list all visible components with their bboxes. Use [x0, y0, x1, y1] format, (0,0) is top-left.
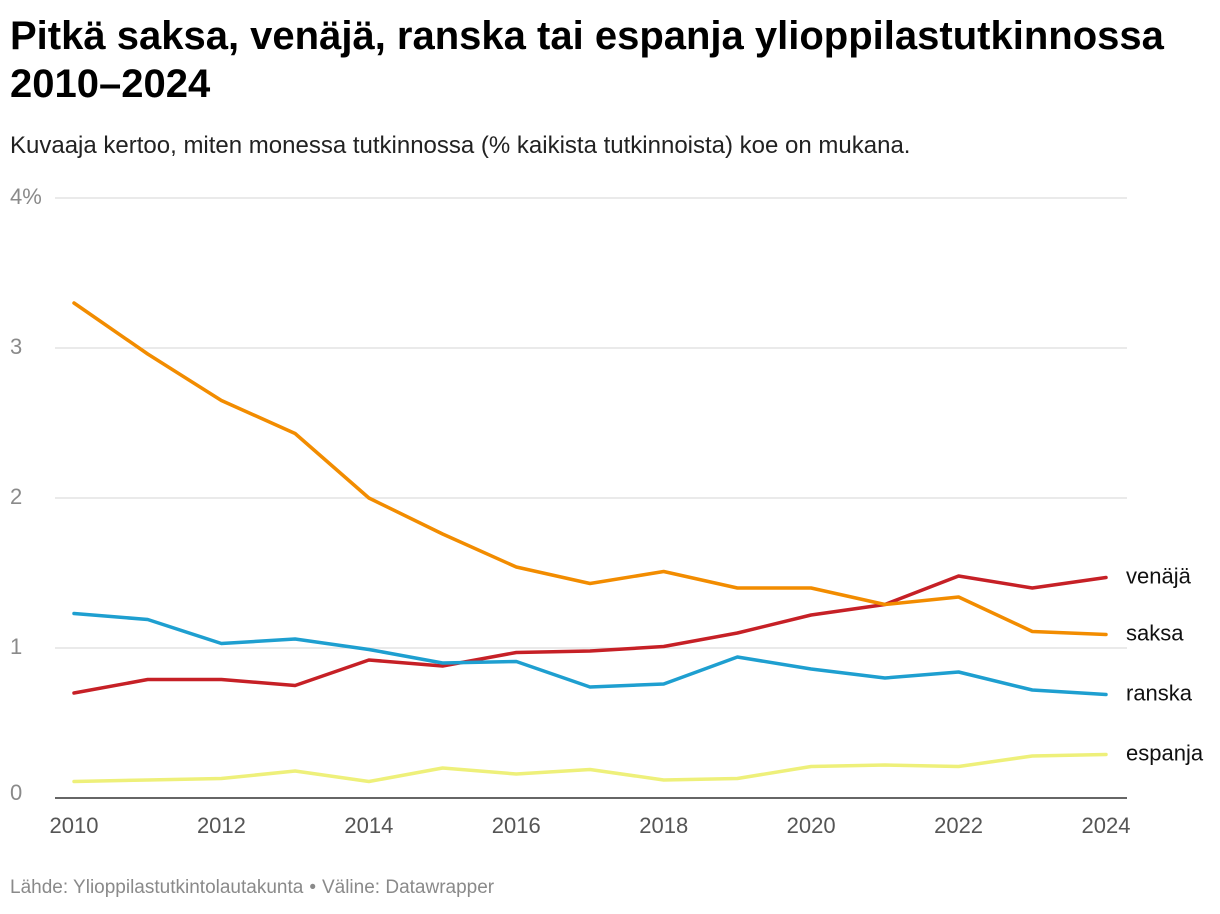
- tool-note: Väline: Datawrapper: [321, 877, 495, 898]
- y-tick-label: 3: [10, 334, 22, 359]
- series-line-3: [72, 752, 1108, 784]
- series-label-0: venäjä: [1126, 563, 1192, 588]
- y-tick-label: 1: [10, 634, 22, 659]
- gridlines: [55, 197, 1127, 799]
- series-lines: [72, 301, 1108, 784]
- series-line-2: [72, 611, 1108, 697]
- footer: Lähde: Ylioppilastutkintolautakunta • Väli…: [10, 877, 494, 899]
- chart-subtitle: Kuvaaja kertoo, miten monessa tutkinnoss…: [10, 132, 911, 159]
- y-tick-label: 2: [10, 484, 22, 509]
- x-tick-label: 2018: [639, 813, 688, 838]
- y-tick-label: 0: [10, 780, 22, 805]
- series-labels: venäjä saksa ranska espanja: [1126, 563, 1204, 765]
- source-note: Lähde: Ylioppilastutkintolautakunta: [10, 877, 304, 898]
- chart-title: Pitkä saksa, venäjä, ranska tai espanja …: [10, 14, 1164, 106]
- series-line-1: [72, 301, 1108, 637]
- y-axis-ticks: 0 1 2 3 4%: [10, 184, 42, 805]
- x-tick-label: 2010: [50, 813, 99, 838]
- x-axis-ticks: 2010 2012 2014 2016 2018 2020 2022 2024: [50, 813, 1131, 838]
- x-tick-label: 2022: [934, 813, 983, 838]
- series-label-3: espanja: [1126, 740, 1204, 765]
- x-tick-label: 2020: [787, 813, 836, 838]
- y-tick-label: 4%: [10, 184, 42, 209]
- x-tick-label: 2014: [344, 813, 393, 838]
- x-tick-label: 2016: [492, 813, 541, 838]
- series-label-1: saksa: [1126, 620, 1184, 645]
- series-label-2: ranska: [1126, 680, 1193, 705]
- series-line-0: [72, 574, 1108, 695]
- x-tick-label: 2024: [1082, 813, 1131, 838]
- x-tick-label: 2012: [197, 813, 246, 838]
- footer-separator: •: [309, 877, 316, 898]
